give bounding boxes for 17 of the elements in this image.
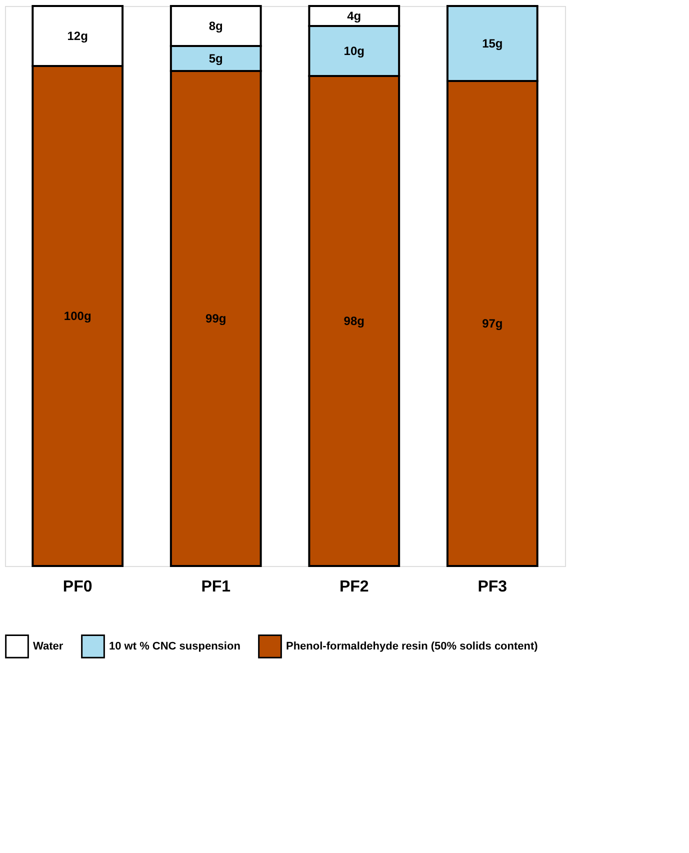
data-label: 10g: [344, 44, 364, 58]
data-label: 98g: [344, 314, 364, 328]
legend-label: Water: [33, 640, 64, 652]
x-tick-label: PF0: [62, 578, 92, 596]
data-label: 97g: [482, 316, 503, 330]
x-tick-label: PF1: [201, 578, 231, 596]
x-tick-label: PF3: [478, 578, 508, 596]
data-label: 99g: [206, 312, 226, 326]
data-label: 100g: [64, 309, 92, 323]
x-tick-label: PF2: [339, 578, 369, 596]
legend-label: 10 wt % CNC suspension: [109, 640, 241, 652]
data-label: 4g: [347, 9, 362, 23]
data-label: 5g: [208, 52, 223, 66]
data-label: 8g: [208, 19, 223, 33]
data-label: 12g: [67, 29, 88, 43]
data-label: 15g: [482, 36, 503, 50]
legend-label: Phenol-formaldehyde resin (50% solids content): [286, 640, 538, 652]
